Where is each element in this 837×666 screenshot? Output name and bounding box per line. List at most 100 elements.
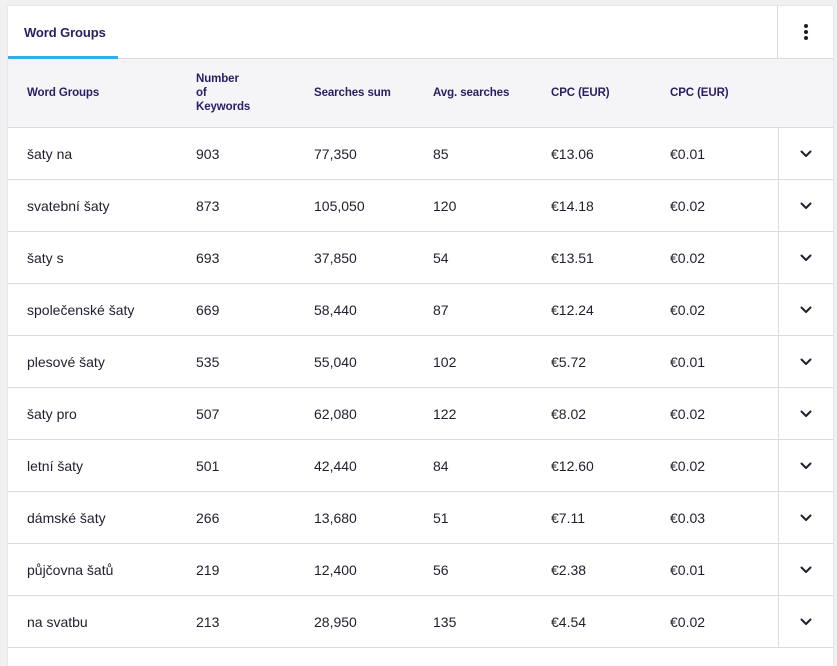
cell-cpc-1: €8.02: [551, 406, 587, 422]
chevron-down-icon: [800, 306, 812, 313]
cell-keywords: 535: [196, 354, 220, 370]
cell-cpc-1: €14.18: [551, 198, 594, 214]
expand-row-button[interactable]: [778, 128, 833, 179]
cell-word-group: šaty na: [27, 146, 73, 162]
table-row[interactable]: šaty na 903 77,350 85 €13.06 €0.01: [8, 128, 833, 180]
cell-searches-sum: 28,950: [314, 614, 357, 630]
chevron-down-icon: [800, 150, 812, 157]
header-cpc-1[interactable]: CPC (EUR): [551, 87, 610, 99]
expand-row-button[interactable]: [778, 180, 833, 231]
table-row[interactable]: půjčovna šatů 219 12,400 56 €2.38 €0.01: [8, 544, 833, 596]
expand-row-button[interactable]: [778, 492, 833, 543]
cell-cpc-1: €12.60: [551, 458, 594, 474]
cell-keywords: 501: [196, 458, 220, 474]
cell-searches-sum: 62,080: [314, 406, 357, 422]
header-word-groups[interactable]: Word Groups: [27, 87, 100, 99]
header-searches-sum[interactable]: Searches sum: [314, 87, 391, 99]
cell-cpc-2: €0.03: [670, 510, 706, 526]
table-row[interactable]: šaty s 693 37,850 54 €13.51 €0.02: [8, 232, 833, 284]
cell-keywords: 219: [196, 562, 220, 578]
cell-cpc-2: €0.01: [670, 562, 706, 578]
cell-avg-searches: 85: [433, 146, 449, 162]
cell-searches-sum: 37,850: [314, 250, 357, 266]
tab-bar: Word Groups: [8, 6, 833, 59]
cell-cpc-2: €0.02: [670, 406, 706, 422]
cell-cpc-2: €0.02: [670, 198, 706, 214]
table-row[interactable]: šaty pro 507 62,080 122 €8.02 €0.02: [8, 388, 833, 440]
cell-word-group: na svatbu: [27, 614, 88, 630]
cell-word-group: plesové šaty: [27, 354, 105, 370]
cell-searches-sum: 12,400: [314, 562, 357, 578]
cell-cpc-2: €0.02: [670, 614, 706, 630]
active-tab-indicator: [8, 56, 118, 59]
table-row[interactable]: plesové šaty 535 55,040 102 €5.72 €0.01: [8, 336, 833, 388]
table-header: Word Groups Number of Keywords Searches …: [8, 59, 833, 128]
table-row[interactable]: společenské šaty 669 58,440 87 €12.24 €0…: [8, 284, 833, 336]
cell-keywords: 213: [196, 614, 220, 630]
cell-word-group: dámské šaty: [27, 510, 106, 526]
cell-avg-searches: 122: [433, 406, 457, 422]
cell-searches-sum: 105,050: [314, 198, 365, 214]
cell-cpc-1: €2.38: [551, 562, 587, 578]
expand-row-button[interactable]: [778, 544, 833, 595]
expand-row-button[interactable]: [778, 440, 833, 491]
cell-avg-searches: 56: [433, 562, 449, 578]
cell-avg-searches: 51: [433, 510, 449, 526]
cell-searches-sum: 13,680: [314, 510, 357, 526]
cell-keywords: 903: [196, 146, 220, 162]
cell-searches-sum: 42,440: [314, 458, 357, 474]
cell-avg-searches: 120: [433, 198, 457, 214]
chevron-down-icon: [800, 254, 812, 261]
chevron-down-icon: [800, 202, 812, 209]
cell-avg-searches: 135: [433, 614, 457, 630]
more-vertical-icon: [803, 24, 808, 40]
cell-cpc-2: €0.02: [670, 250, 706, 266]
chevron-down-icon: [800, 410, 812, 417]
more-options-button[interactable]: [777, 6, 833, 58]
cell-avg-searches: 102: [433, 354, 457, 370]
cell-cpc-1: €13.06: [551, 146, 594, 162]
header-avg-searches[interactable]: Avg. searches: [433, 87, 510, 99]
cell-cpc-2: €0.02: [670, 458, 706, 474]
header-cpc-2[interactable]: CPC (EUR): [670, 87, 729, 99]
cell-cpc-2: €0.01: [670, 146, 706, 162]
cell-searches-sum: 55,040: [314, 354, 357, 370]
word-groups-card: Word Groups Word Groups Number of Keywor…: [8, 6, 833, 666]
cell-word-group: svatební šaty: [27, 198, 110, 214]
table-body: šaty na 903 77,350 85 €13.06 €0.01 svate…: [8, 128, 833, 648]
cell-searches-sum: 77,350: [314, 146, 357, 162]
table-row[interactable]: letní šaty 501 42,440 84 €12.60 €0.02: [8, 440, 833, 492]
cell-word-group: letní šaty: [27, 458, 84, 474]
table-row[interactable]: svatební šaty 873 105,050 120 €14.18 €0.…: [8, 180, 833, 232]
expand-row-button[interactable]: [778, 232, 833, 283]
cell-avg-searches: 54: [433, 250, 449, 266]
cell-word-group: společenské šaty: [27, 302, 135, 318]
chevron-down-icon: [800, 566, 812, 573]
cell-keywords: 873: [196, 198, 220, 214]
expand-row-button[interactable]: [778, 336, 833, 387]
chevron-down-icon: [800, 618, 812, 625]
cell-word-group: šaty s: [27, 250, 64, 266]
chevron-down-icon: [800, 514, 812, 521]
cell-avg-searches: 84: [433, 458, 449, 474]
expand-row-button[interactable]: [778, 388, 833, 439]
cell-word-group: šaty pro: [27, 406, 77, 422]
expand-row-button[interactable]: [778, 596, 833, 647]
cell-word-group: půjčovna šatů: [27, 562, 114, 578]
cell-avg-searches: 87: [433, 302, 449, 318]
header-number-of-keywords[interactable]: Number of Keywords: [196, 73, 251, 113]
cell-keywords: 693: [196, 250, 220, 266]
cell-cpc-2: €0.01: [670, 354, 706, 370]
chevron-down-icon: [800, 462, 812, 469]
cell-keywords: 266: [196, 510, 220, 526]
cell-cpc-1: €12.24: [551, 302, 594, 318]
table-row[interactable]: na svatbu 213 28,950 135 €4.54 €0.02: [8, 596, 833, 648]
cell-searches-sum: 58,440: [314, 302, 357, 318]
tab-label: Word Groups: [24, 25, 106, 40]
tab-word-groups[interactable]: Word Groups: [8, 6, 118, 59]
cell-cpc-1: €4.54: [551, 614, 587, 630]
expand-row-button[interactable]: [778, 284, 833, 335]
table-row[interactable]: dámské šaty 266 13,680 51 €7.11 €0.03: [8, 492, 833, 544]
cell-keywords: 669: [196, 302, 220, 318]
cell-cpc-1: €13.51: [551, 250, 594, 266]
